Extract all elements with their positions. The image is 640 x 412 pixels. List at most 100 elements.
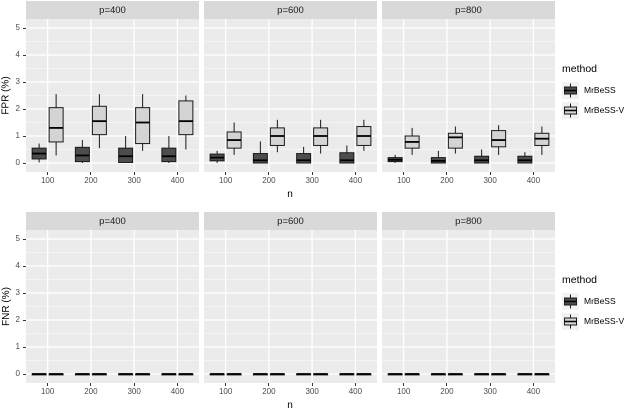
y-axis-title: FPR (%) bbox=[0, 19, 13, 172]
legend-title: method bbox=[562, 62, 598, 75]
facet-strip-p800: p=800 bbox=[382, 212, 555, 230]
box-mrbess-n200 bbox=[74, 146, 90, 163]
panel-p600 bbox=[204, 19, 377, 172]
x-tick-label: 400 bbox=[526, 176, 541, 185]
x-tick-label: 300 bbox=[127, 176, 141, 185]
legend-item-label: MrBeSS bbox=[584, 85, 616, 95]
x-tick-mark bbox=[225, 172, 227, 175]
x-tick-mark bbox=[354, 383, 356, 386]
x-tick-label: 200 bbox=[440, 387, 454, 396]
y-tick-label: 0 bbox=[15, 369, 20, 378]
x-tick-mark bbox=[489, 172, 491, 175]
x-tick-label: 100 bbox=[218, 387, 233, 396]
legend-item-mrbess: MrBeSS bbox=[562, 81, 640, 99]
x-tick-label: 300 bbox=[127, 387, 141, 396]
x-tick-mark bbox=[225, 383, 227, 386]
y-axis-title: FNR (%) bbox=[0, 230, 13, 383]
y-tick-mark bbox=[23, 238, 26, 240]
y-tick-mark bbox=[23, 265, 26, 267]
legend: method MrBeSS MrBeSS-V bbox=[562, 63, 640, 122]
panel-p600 bbox=[204, 230, 377, 383]
x-tick-label: 100 bbox=[40, 176, 55, 185]
x-tick-mark bbox=[133, 383, 135, 386]
x-tick-label: 100 bbox=[40, 387, 55, 396]
facet-strip-label: p=800 bbox=[455, 215, 482, 227]
x-tick-mark bbox=[311, 172, 313, 175]
y-tick-label: 0 bbox=[15, 158, 20, 167]
x-tick-mark bbox=[176, 383, 178, 386]
legend-title: method bbox=[562, 273, 598, 286]
x-tick-label: 400 bbox=[348, 387, 363, 396]
panel-p400 bbox=[26, 19, 199, 172]
y-tick-mark bbox=[23, 162, 26, 164]
panel-p800 bbox=[382, 230, 555, 383]
y-tick-label: 2 bbox=[15, 315, 20, 324]
x-tick-mark bbox=[176, 172, 178, 175]
x-tick-mark bbox=[532, 172, 534, 175]
y-tick-mark bbox=[23, 346, 26, 348]
x-tick-mark bbox=[47, 383, 49, 386]
x-tick-label: 100 bbox=[396, 387, 411, 396]
box-mrbessv-n300 bbox=[491, 130, 507, 148]
x-tick-mark bbox=[446, 383, 448, 386]
y-tick-mark bbox=[23, 373, 26, 375]
y-tick-mark bbox=[23, 54, 26, 56]
legend-item-label: MrBeSS-V bbox=[584, 105, 625, 115]
box-mrbessv-n100 bbox=[48, 107, 64, 143]
x-tick-mark bbox=[446, 172, 448, 175]
x-tick-mark bbox=[403, 383, 405, 386]
x-axis-title: n bbox=[287, 189, 293, 200]
x-tick-label: 400 bbox=[170, 387, 185, 396]
facet-strip-p400: p=400 bbox=[26, 1, 199, 19]
x-tick-label: 400 bbox=[170, 176, 185, 185]
y-tick-mark bbox=[23, 292, 26, 294]
y-tick-label: 1 bbox=[15, 131, 20, 140]
y-tick-label: 1 bbox=[15, 342, 20, 351]
facet-strip-p600: p=600 bbox=[204, 1, 377, 19]
box-mrbess-n200 bbox=[252, 153, 268, 164]
x-tick-label: 200 bbox=[262, 176, 276, 185]
box-mrbess-n300 bbox=[118, 147, 134, 163]
x-tick-mark bbox=[268, 172, 270, 175]
x-tick-label: 400 bbox=[526, 387, 541, 396]
facet-strip-label: p=600 bbox=[277, 4, 304, 16]
x-tick-mark bbox=[532, 383, 534, 386]
x-tick-mark bbox=[47, 172, 49, 175]
x-tick-label: 200 bbox=[84, 176, 98, 185]
x-axis-title: n bbox=[287, 400, 293, 411]
x-tick-mark bbox=[311, 383, 313, 386]
boxplot-key-icon bbox=[562, 312, 579, 330]
x-tick-label: 400 bbox=[348, 176, 363, 185]
facet-strip-label: p=800 bbox=[455, 4, 482, 16]
y-tick-mark bbox=[23, 319, 26, 321]
facet-strip-label: p=400 bbox=[99, 4, 126, 16]
legend-item-label: MrBeSS bbox=[584, 296, 616, 306]
y-tick-label: 5 bbox=[15, 23, 20, 32]
y-tick-mark bbox=[23, 108, 26, 110]
y-tick-label: 2 bbox=[15, 104, 20, 113]
boxplot-key-icon bbox=[562, 101, 579, 119]
fnr-chart: FNR (%) 0 1 2 3 4 5 p=400 100 200 300 400 p=600 100 20… bbox=[0, 206, 640, 412]
y-tick-mark bbox=[23, 81, 26, 83]
fpr-chart: FPR (%) 0 1 2 3 4 5 p=400 100 200 300 400 p=600 100 20… bbox=[0, 1, 640, 200]
x-tick-mark bbox=[403, 172, 405, 175]
x-tick-label: 200 bbox=[440, 176, 454, 185]
box-mrbessv-n400 bbox=[178, 100, 194, 136]
x-tick-label: 300 bbox=[483, 176, 497, 185]
legend: method MrBeSS MrBeSS-V bbox=[562, 274, 640, 333]
box-mrbess-n400 bbox=[339, 152, 355, 164]
panel-p400 bbox=[26, 230, 199, 383]
x-tick-label: 300 bbox=[305, 387, 319, 396]
x-tick-label: 200 bbox=[262, 387, 276, 396]
x-tick-label: 300 bbox=[483, 387, 497, 396]
box-mrbess-n400 bbox=[161, 147, 177, 163]
x-tick-mark bbox=[90, 383, 92, 386]
x-tick-mark bbox=[489, 383, 491, 386]
box-mrbessv-n200 bbox=[447, 132, 463, 149]
y-tick-label: 4 bbox=[15, 261, 20, 270]
y-tick-mark bbox=[23, 135, 26, 137]
x-tick-label: 100 bbox=[218, 176, 233, 185]
boxplot-key-icon bbox=[562, 292, 579, 310]
box-mrbessv-n300 bbox=[135, 107, 151, 145]
